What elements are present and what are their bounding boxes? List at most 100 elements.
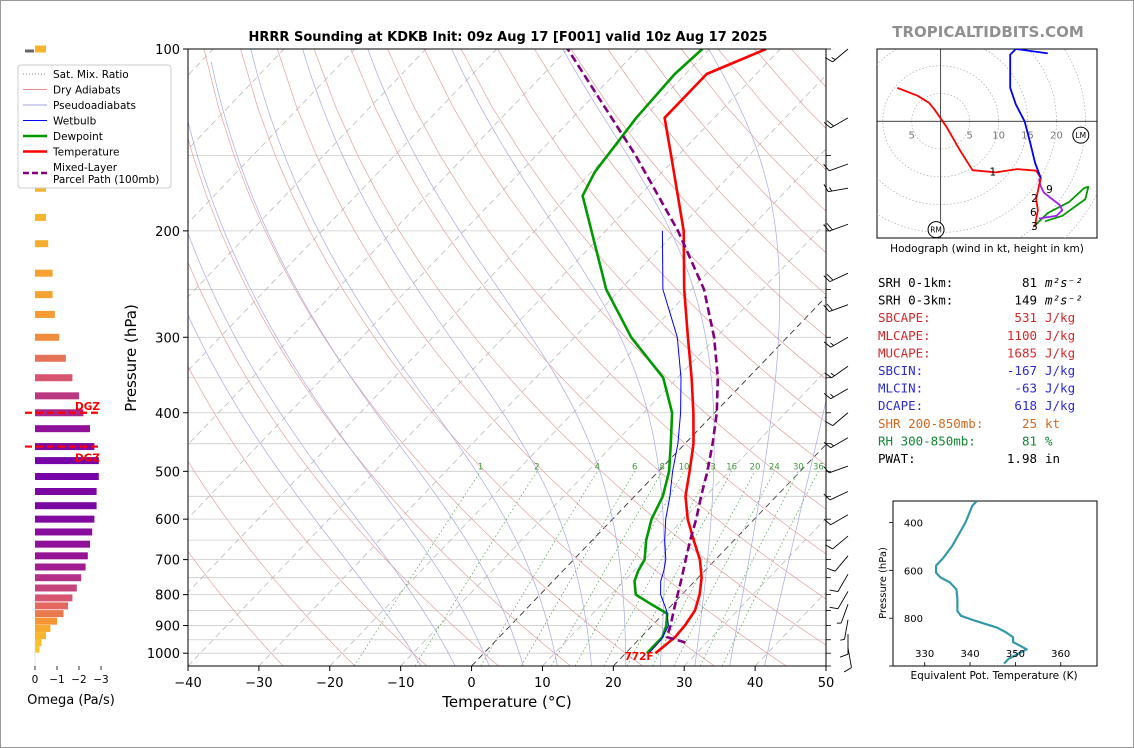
omega-bar — [35, 515, 95, 523]
barb-flag — [826, 120, 834, 127]
wind-barb — [823, 303, 849, 312]
isotherm--60 — [188, 49, 639, 519]
barb-staff — [829, 163, 849, 172]
omega-bar — [35, 45, 46, 53]
mixing-ratio-line — [721, 471, 819, 666]
dry-adiabat — [387, 49, 826, 555]
omega-bar — [35, 617, 57, 625]
barb-staff — [837, 591, 849, 609]
pseudoadiabat — [210, 61, 524, 666]
legend-label: Sat. Mix. Ratio — [53, 69, 129, 81]
theta-e-x-tick-label: 360 — [1051, 649, 1070, 660]
index-label: MUCAPE: — [878, 345, 931, 360]
chart-title: HRRR Sounding at KDKB Init: 09z Aug 17 [… — [249, 30, 768, 45]
mixing-ratio-line — [699, 471, 799, 666]
hodograph-height-label: 2 — [1031, 193, 1038, 205]
index-unit: m²s⁻² — [1044, 293, 1083, 308]
isotherm-20 — [613, 443, 826, 666]
legend-label: Dry Adiabats — [53, 85, 121, 97]
wind-barb — [823, 465, 849, 474]
mixing-ratio-line — [626, 471, 732, 666]
hodograph-height-label: 1 — [989, 166, 996, 178]
omega-bar — [35, 374, 73, 382]
index-unit: J/kg — [1045, 345, 1075, 360]
x-tick-label: 0 — [467, 676, 475, 691]
legend-label: Wetbulb — [53, 116, 97, 128]
hodograph-height-label: 3 — [1031, 221, 1038, 233]
index-unit: J/kg — [1045, 310, 1075, 325]
omega-bar — [35, 552, 88, 560]
pseudoadiabat — [302, 49, 592, 666]
barb-staff — [840, 604, 849, 624]
index-unit: J/kg — [1045, 328, 1075, 343]
omega-bar — [35, 624, 51, 632]
isotherm--80 — [188, 49, 498, 372]
pseudoadiabat — [451, 49, 665, 666]
skewt-axes: −40 −30 −20 −10 0 10 20 30 40 50 100 200 300 400 500 60… — [147, 43, 834, 691]
hodograph-height-label: 6 — [1030, 207, 1037, 219]
mixing-ratio-line — [480, 471, 598, 666]
dry-adiabat — [188, 261, 499, 666]
x-tick-label: 50 — [818, 676, 835, 691]
omega-bar — [35, 563, 86, 571]
pseudoadiabat — [367, 49, 627, 666]
barb-flag — [825, 421, 833, 427]
wind-barb — [823, 437, 849, 449]
barb-staff — [830, 117, 849, 129]
mixing-ratio-line — [354, 471, 481, 666]
isotherm--40 — [188, 49, 781, 666]
y-axis-label: Pressure (hPa) — [122, 304, 140, 412]
index-unit: kt — [1045, 416, 1060, 431]
index-value: 531 — [1014, 310, 1037, 325]
hodograph-ring-label: 5 — [909, 130, 915, 141]
isotherm--70 — [188, 49, 568, 446]
wind-barb — [836, 604, 849, 624]
isotherm-30 — [683, 517, 826, 666]
y-tick-label: 600 — [155, 513, 180, 528]
index-unit: J/kg — [1045, 381, 1075, 396]
dry-adiabat — [188, 550, 284, 666]
omega-bar — [35, 645, 40, 653]
barb-flag — [829, 606, 839, 610]
barb-flag — [823, 441, 831, 449]
sounding-indices: SRH 0-1km: 81 m²s⁻² SRH 0-3km: 149 m²s⁻² SBCAP… — [878, 275, 1083, 466]
wind-barb — [823, 514, 849, 526]
series-temperature — [654, 49, 767, 655]
hodograph-trace — [1038, 178, 1064, 220]
omega-bar — [35, 473, 99, 481]
x-tick-label: 20 — [605, 676, 622, 691]
barb-staff — [832, 48, 849, 63]
isotherm--10 — [400, 222, 826, 666]
barb-flag — [823, 392, 831, 400]
x-axis-label: Temperature (°C) — [441, 693, 571, 711]
skewt-background-lines: 1 2 4 6 8 10 13 16 20 24 30 36 — [188, 49, 826, 666]
index-label: MLCAPE: — [878, 328, 931, 343]
wind-barb — [843, 647, 852, 673]
omega-axis-label: Omega (Pa/s) — [27, 693, 115, 708]
dry-adiabat — [350, 49, 826, 600]
y-tick-label: 1000 — [147, 647, 180, 662]
omega-bar — [35, 488, 97, 496]
isotherm--100 — [188, 49, 356, 224]
dry-adiabat — [460, 49, 826, 466]
dry-adiabat — [203, 49, 643, 666]
theta-e-panel: 330 340 350 360 400 600 800 — [889, 500, 1098, 667]
omega-bar — [35, 240, 49, 248]
omega-bar — [35, 632, 46, 640]
mixing-ratio-label: 13 — [705, 462, 716, 472]
barb-staff — [834, 555, 849, 572]
omega-bar — [35, 457, 99, 465]
mixing-ratio-label: 30 — [793, 462, 804, 472]
index-label: SBCIN: — [878, 363, 923, 378]
barb-staff — [830, 437, 849, 449]
barb-flag — [839, 653, 849, 658]
x-tick-label: 10 — [534, 676, 551, 691]
pseudoadiabat — [188, 120, 490, 666]
barb-staff — [844, 619, 849, 640]
wind-barb — [825, 412, 849, 427]
barb-staff — [832, 535, 849, 550]
theta-e-plot — [934, 501, 1028, 665]
x-tick-label: −40 — [174, 676, 201, 691]
barb-flag — [843, 667, 852, 673]
